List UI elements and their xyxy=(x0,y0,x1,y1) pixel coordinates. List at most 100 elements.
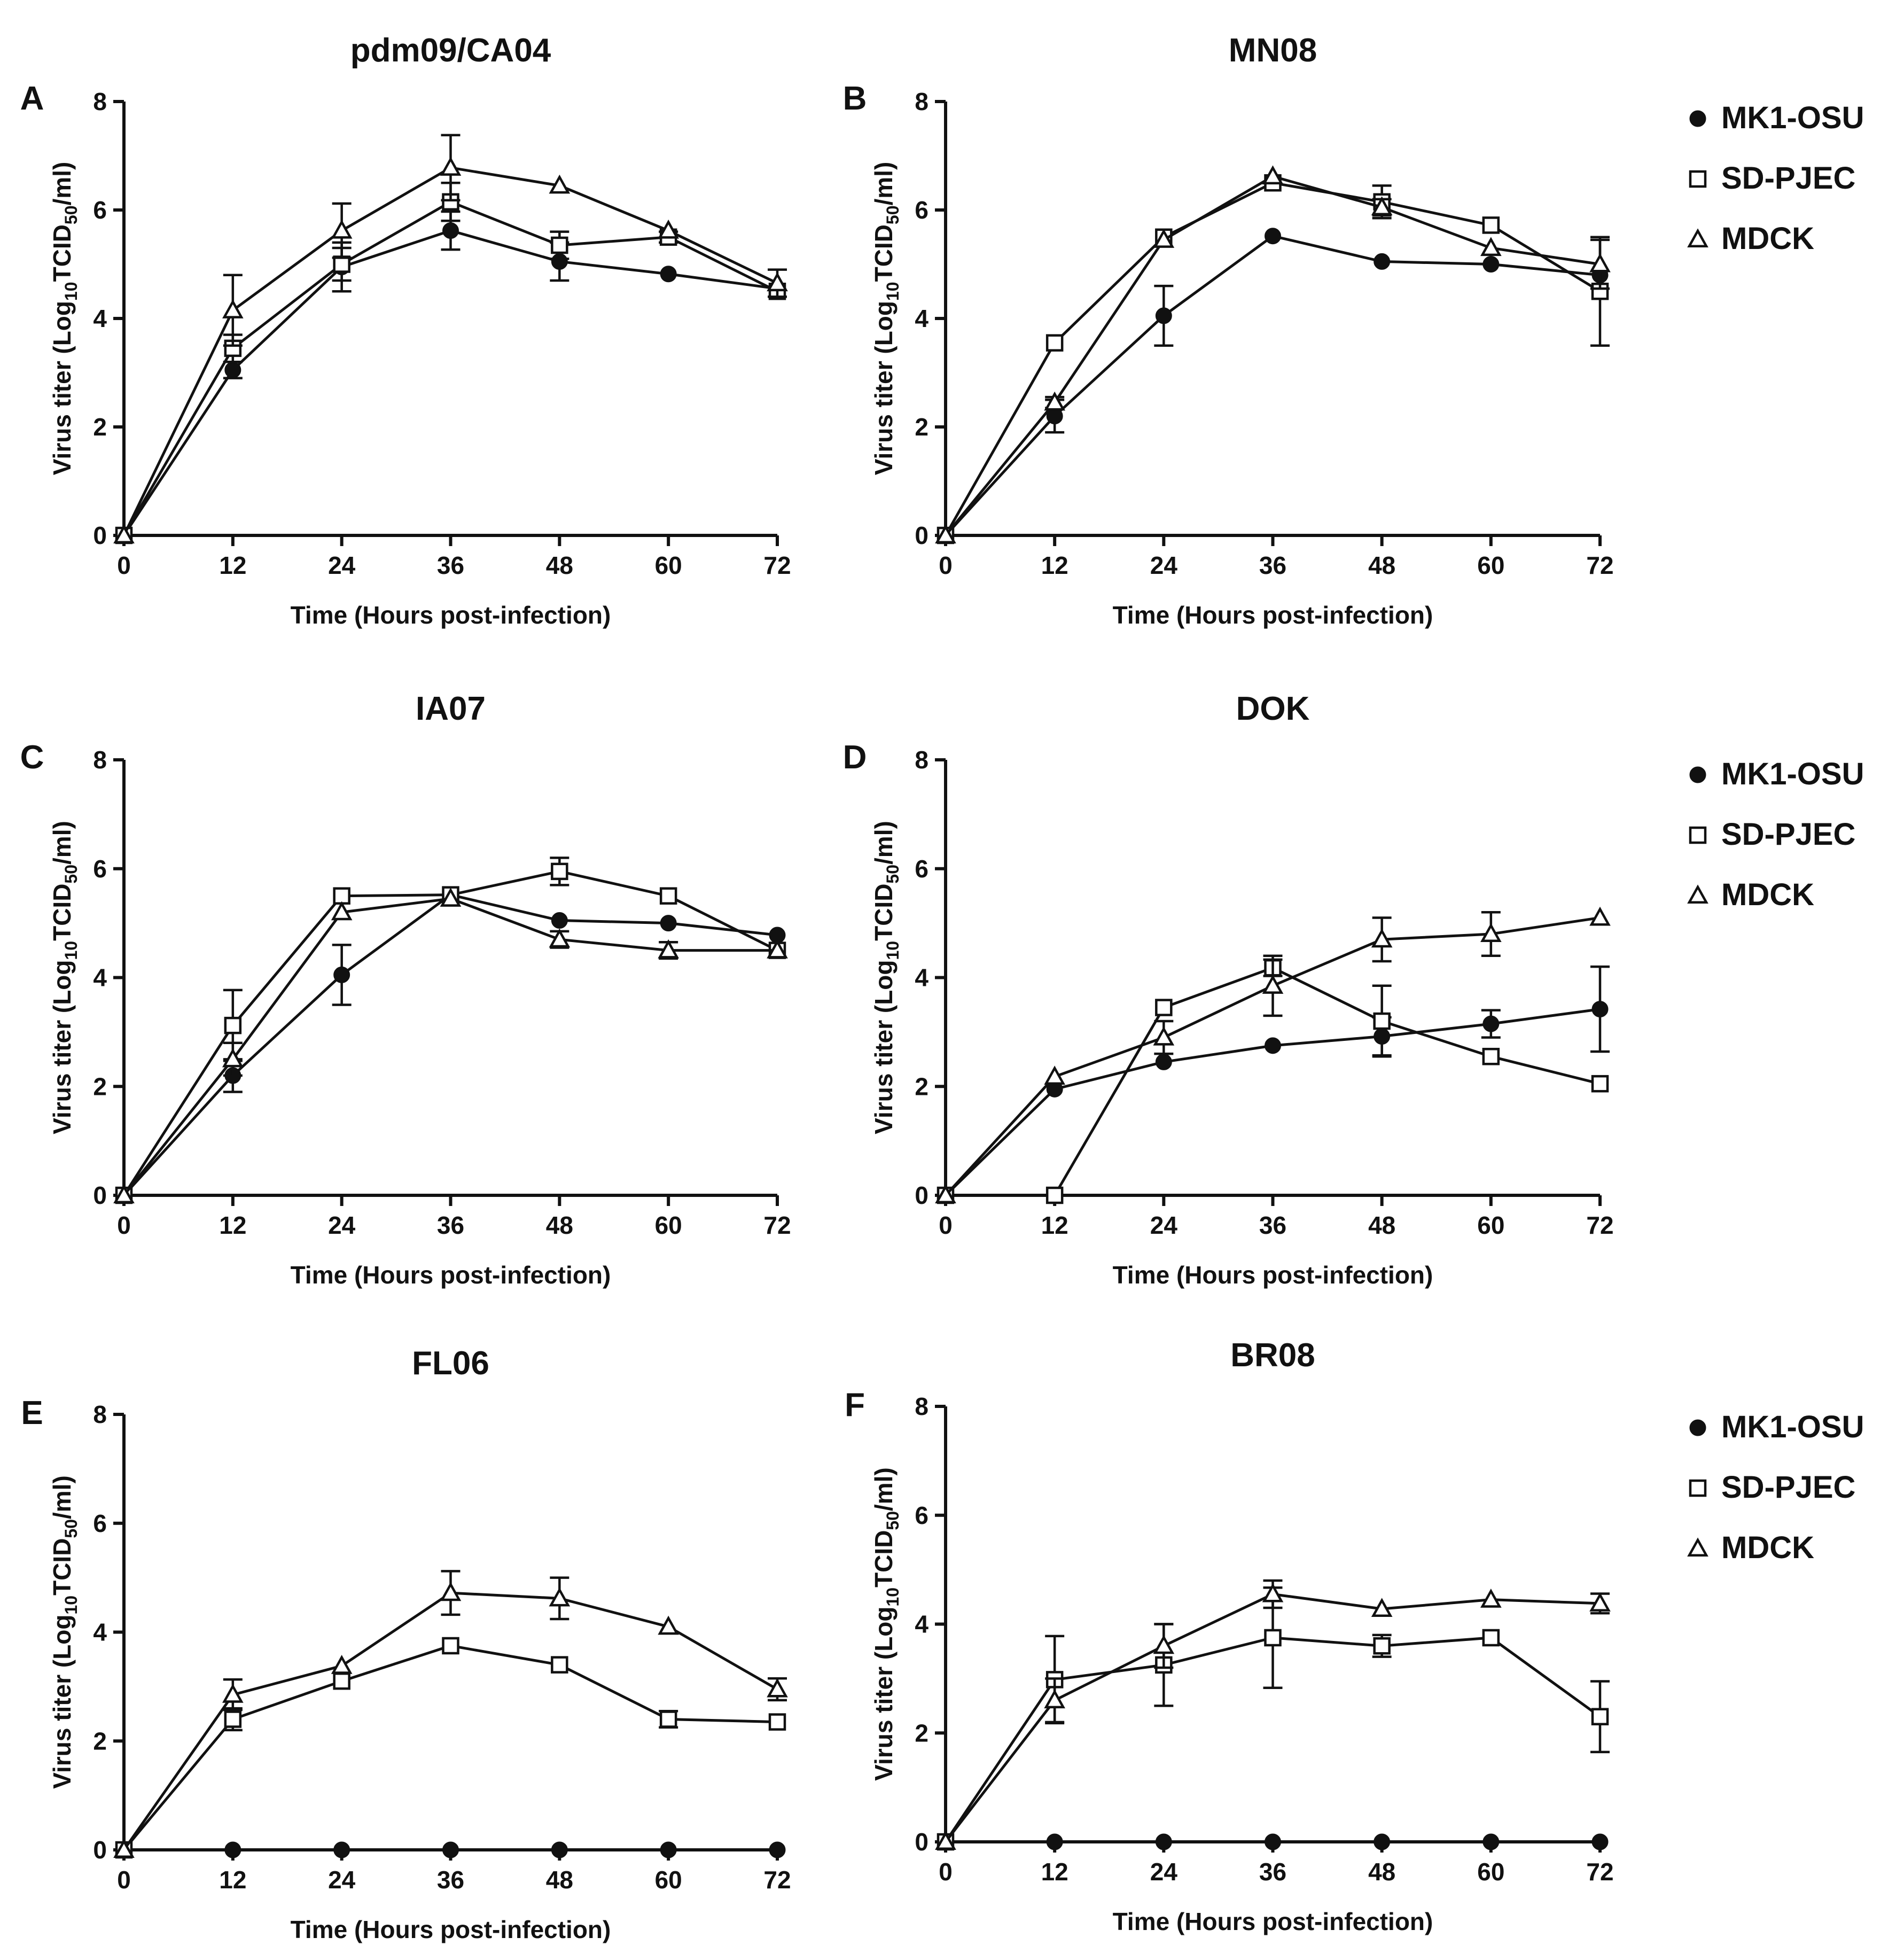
y-axis-label-part: /ml) xyxy=(870,162,898,206)
y-axis-label-part: Virus titer (Log xyxy=(870,301,898,475)
data-point xyxy=(1482,1015,1500,1032)
y-axis-label-subscript: 50 xyxy=(61,205,81,224)
data-point xyxy=(1373,1637,1391,1655)
data-point xyxy=(1591,1833,1609,1850)
series-mdck xyxy=(113,1570,788,1858)
data-point xyxy=(769,1841,786,1858)
series-line xyxy=(123,893,778,1196)
y-axis-label-part: TCID xyxy=(870,224,898,282)
series-line xyxy=(945,235,1601,536)
data-point xyxy=(659,1710,677,1728)
legend-item: SD-PJEC xyxy=(1689,1470,1855,1505)
y-axis-label-subscript: 10 xyxy=(883,282,902,301)
data-point xyxy=(1589,253,1611,273)
y-tick-label: 4 xyxy=(93,1619,107,1646)
data-point xyxy=(551,1841,568,1858)
data-point xyxy=(1589,906,1611,926)
data-point xyxy=(549,174,571,194)
series-line xyxy=(122,1591,778,1851)
y-axis-label-part: TCID xyxy=(48,1538,76,1596)
data-point xyxy=(660,915,677,932)
y-axis-label: Virus titer (Log10TCID50/ml) xyxy=(48,821,81,1134)
data-point xyxy=(1589,1592,1611,1612)
x-tick-label: 48 xyxy=(1368,1211,1395,1239)
data-point xyxy=(1371,196,1393,215)
data-point xyxy=(1371,928,1393,948)
y-tick-label: 4 xyxy=(93,964,107,992)
x-axis-label: Time (Hours post-infection) xyxy=(1113,1908,1433,1935)
series-sd-pjec xyxy=(115,857,786,1204)
data-point xyxy=(333,966,350,983)
panel-letter: D xyxy=(843,739,867,776)
legend-marker xyxy=(1687,228,1708,248)
legend-item: SD-PJEC xyxy=(1689,817,1855,852)
panel-letter: E xyxy=(21,1395,43,1431)
data-point xyxy=(1265,1037,1281,1054)
y-tick-label: 2 xyxy=(93,1727,107,1755)
x-tick-label: 36 xyxy=(1259,1858,1286,1886)
panel-letter: C xyxy=(20,739,44,776)
series-sd-pjec xyxy=(115,1637,786,1859)
data-point xyxy=(1044,1065,1065,1085)
data-point xyxy=(222,299,244,318)
data-point xyxy=(1262,975,1284,994)
y-tick-label: 0 xyxy=(915,1181,928,1209)
x-tick-label: 48 xyxy=(546,551,573,579)
legend-marker xyxy=(1689,1479,1707,1497)
data-point xyxy=(331,1655,353,1674)
data-point xyxy=(1155,1833,1172,1850)
y-axis-label: Virus titer (Log10TCID50/ml) xyxy=(870,821,902,1134)
data-point xyxy=(1371,1598,1393,1617)
y-axis-label-part: /ml) xyxy=(48,821,76,865)
y-axis-label-subscript: 10 xyxy=(61,1596,81,1615)
legend-item: MK1-OSU xyxy=(1689,757,1864,791)
y-axis-label-part: Virus titer (Log xyxy=(48,301,76,475)
data-point xyxy=(935,1831,956,1850)
x-tick-label: 24 xyxy=(1150,1211,1178,1239)
y-axis-label: Virus titer (Log10TCID50/ml) xyxy=(48,162,81,476)
data-point xyxy=(442,1637,459,1655)
y-tick-label: 0 xyxy=(915,1828,928,1856)
data-point xyxy=(660,266,677,283)
data-point xyxy=(113,524,135,544)
y-tick-label: 2 xyxy=(915,413,928,441)
data-point xyxy=(331,901,353,921)
y-axis-label-part: /ml) xyxy=(48,162,76,206)
data-point xyxy=(1591,1708,1609,1725)
legend-label: MK1-OSU xyxy=(1721,100,1864,135)
x-axis-label: Time (Hours post-infection) xyxy=(291,1916,611,1943)
y-tick-label: 6 xyxy=(93,1510,107,1537)
x-tick-label: 48 xyxy=(546,1866,573,1894)
y-tick-label: 0 xyxy=(915,522,928,549)
legend-marker xyxy=(1687,884,1708,904)
y-tick-label: 4 xyxy=(915,305,928,332)
legend-item: SD-PJEC xyxy=(1689,161,1855,196)
data-point xyxy=(551,1656,568,1674)
y-axis-label-subscript: 10 xyxy=(61,941,81,960)
data-point xyxy=(659,887,677,905)
data-point xyxy=(1374,253,1391,270)
data-point xyxy=(767,939,788,959)
series-mdck xyxy=(113,134,788,544)
y-axis-label-subscript: 10 xyxy=(883,941,902,960)
x-tick-label: 0 xyxy=(939,1211,953,1239)
x-tick-label: 36 xyxy=(437,1211,464,1239)
data-point xyxy=(1045,334,1064,352)
panel-letter: A xyxy=(20,80,44,117)
data-point xyxy=(551,912,568,929)
data-point xyxy=(1044,1689,1065,1709)
data-point xyxy=(224,1841,241,1858)
data-point xyxy=(1044,391,1065,411)
data-point xyxy=(658,1615,679,1635)
y-tick-label: 8 xyxy=(93,746,107,774)
y-tick-label: 4 xyxy=(915,1610,928,1638)
data-point xyxy=(767,1678,788,1698)
data-point xyxy=(333,887,350,905)
x-tick-label: 72 xyxy=(763,1866,791,1894)
series-line xyxy=(123,897,777,1196)
y-axis-label-subscript: 50 xyxy=(883,865,902,884)
data-point xyxy=(113,1839,135,1858)
data-point xyxy=(551,236,568,254)
x-tick-label: 36 xyxy=(1259,551,1286,579)
